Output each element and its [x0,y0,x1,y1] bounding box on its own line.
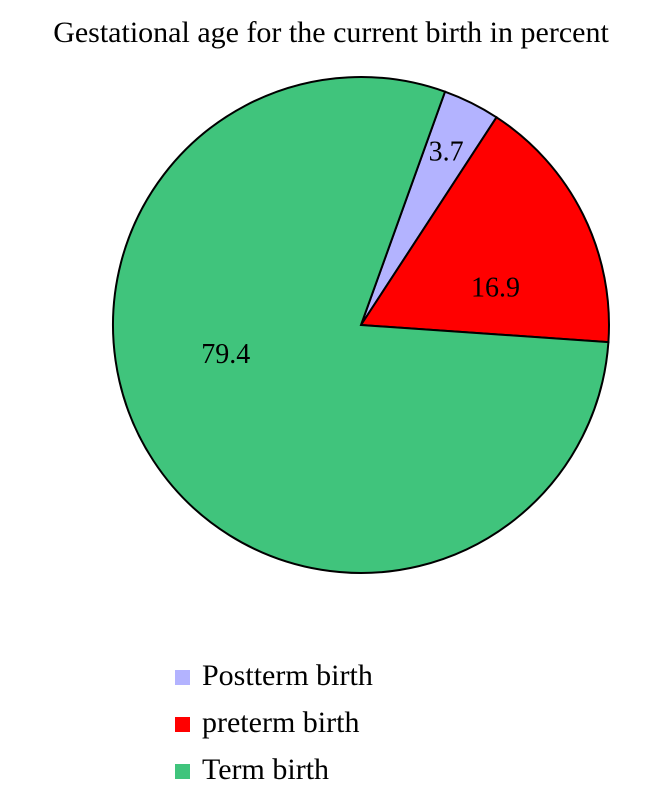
legend-label: Postterm birth [202,659,373,692]
data-label: 3.7 [429,136,464,167]
legend-swatch [175,717,190,732]
legend: Postterm birth preterm birth Term birth [175,659,373,786]
pie-slice [359,115,610,344]
chart-title: Gestational age for the current birth in… [53,16,609,49]
pie: 3.7 16.9 79.4 [112,76,610,574]
legend-label: Term birth [202,753,329,786]
legend-swatch [175,670,190,685]
legend-label: preterm birth [202,706,359,739]
pie-slice [112,76,610,574]
data-label: 16.9 [471,273,520,304]
data-label: 79.4 [201,339,250,370]
legend-swatch [175,764,190,779]
